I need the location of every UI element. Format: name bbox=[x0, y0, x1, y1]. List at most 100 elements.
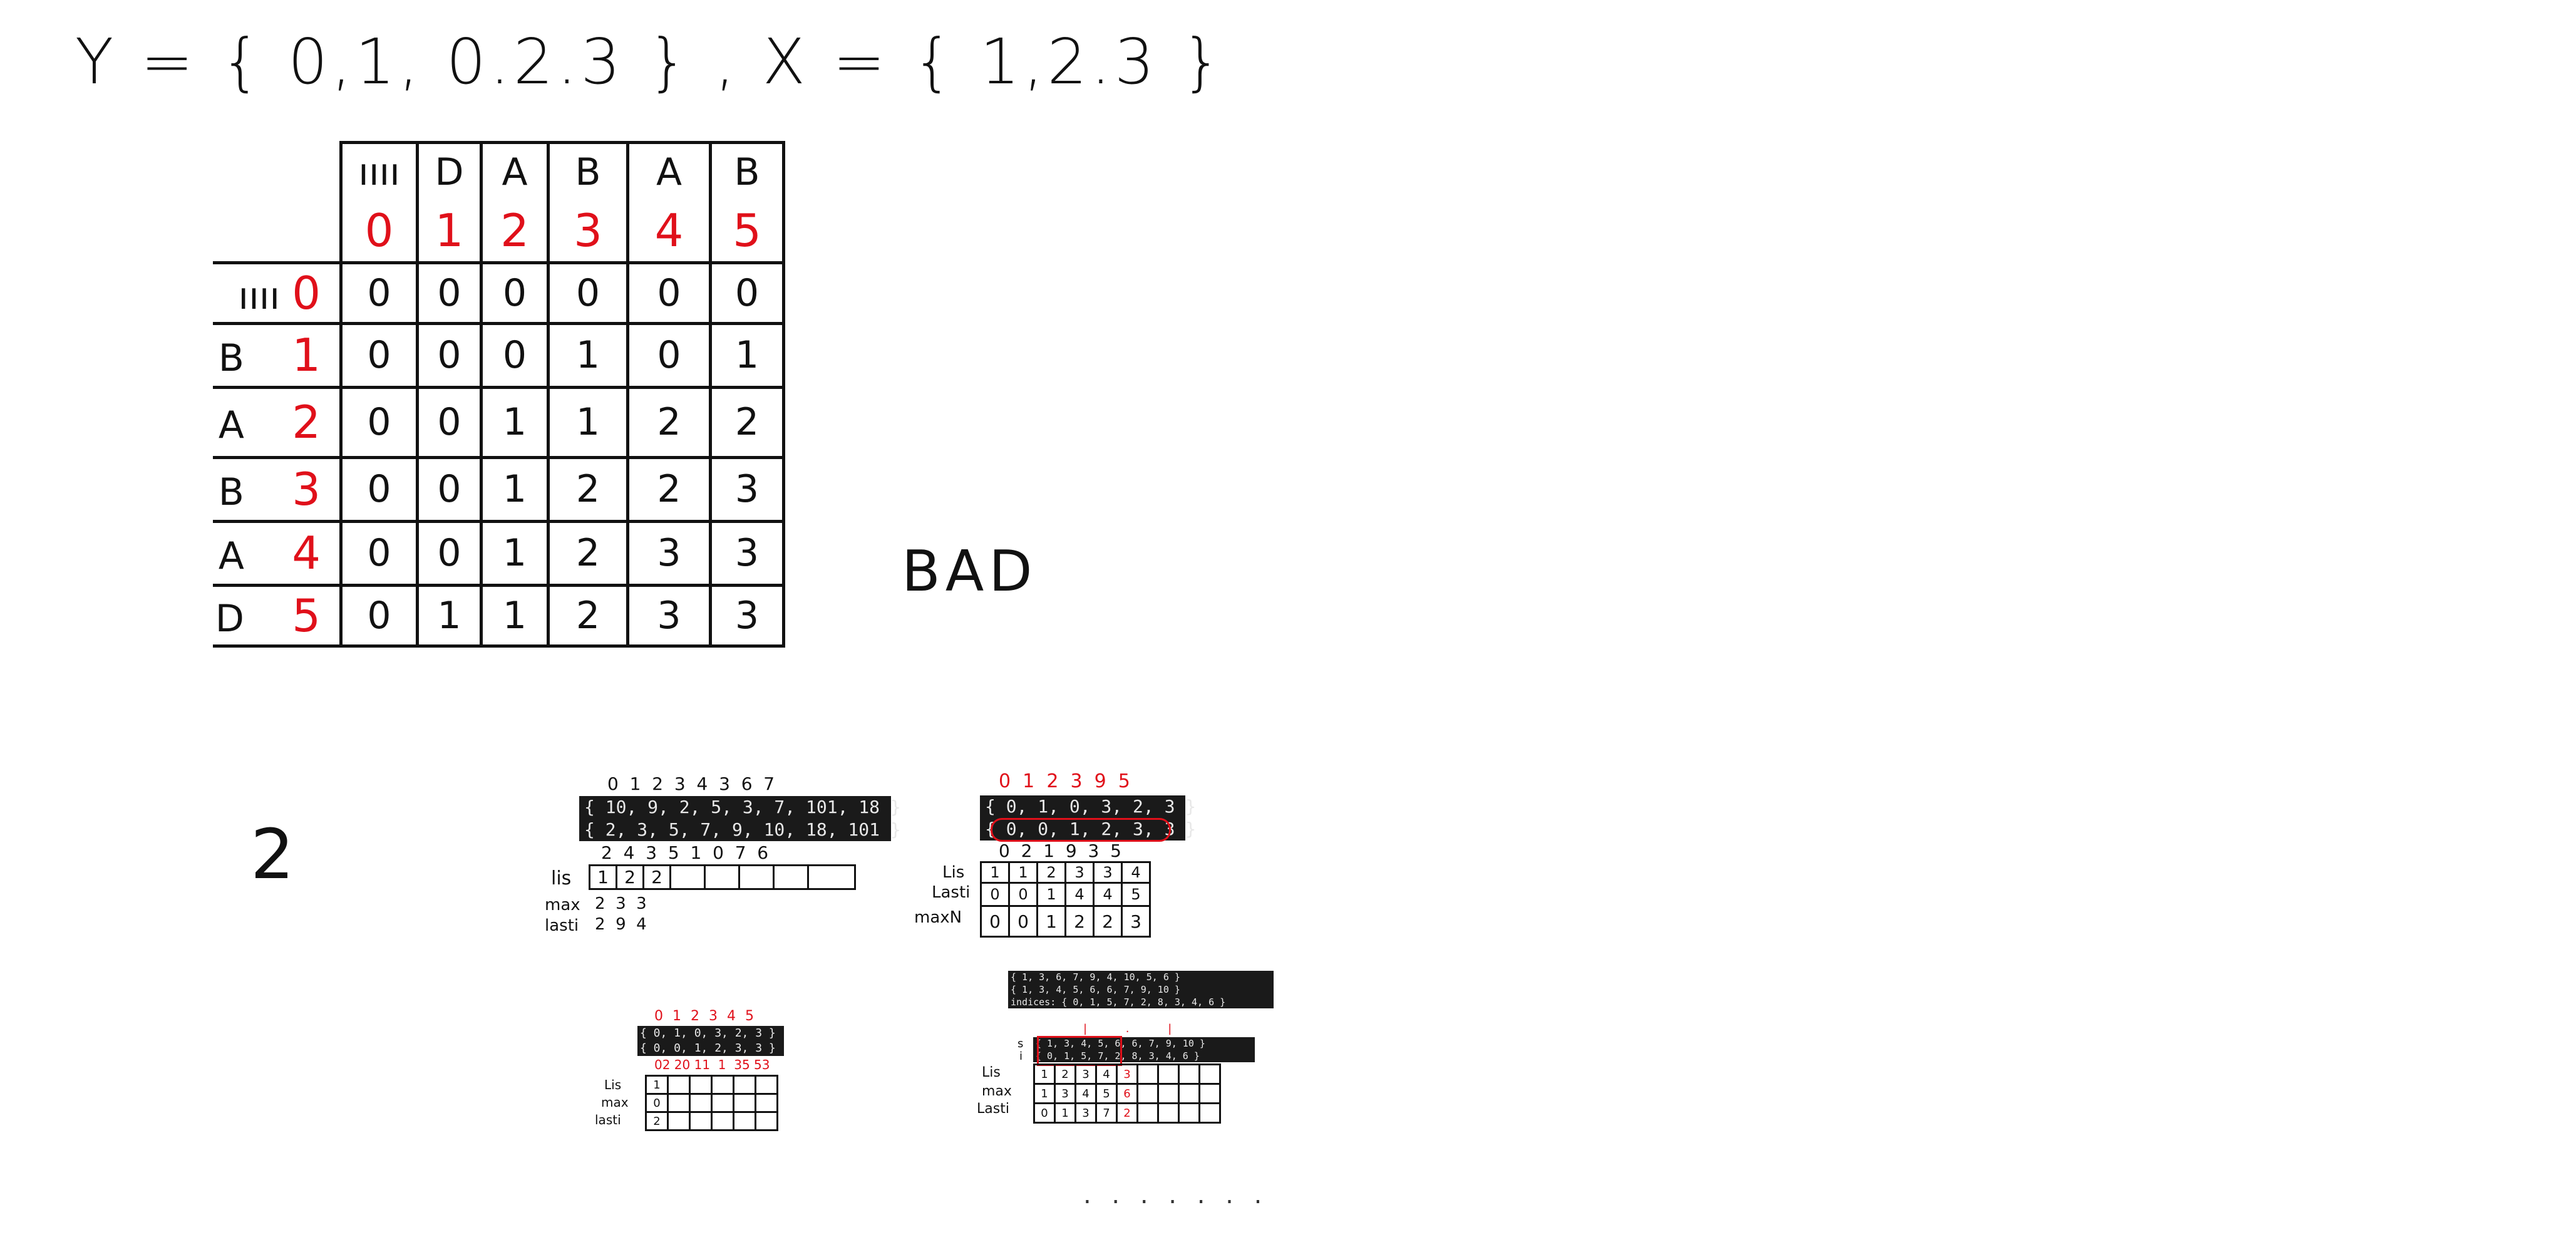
lis-grid: 1 0 2 bbox=[645, 1075, 778, 1131]
table-row: 1 3 4 5 6 bbox=[1033, 1083, 1221, 1104]
table-cell: 3 bbox=[709, 519, 785, 587]
table-cell: 2 bbox=[547, 519, 629, 587]
table-cell: 4 bbox=[1121, 861, 1151, 884]
table-cell bbox=[689, 1093, 713, 1113]
row-header: D 5 bbox=[213, 583, 343, 648]
table-cell: 0 bbox=[339, 583, 419, 648]
table-cell: 3 bbox=[626, 519, 712, 587]
table-cell: 0 bbox=[480, 321, 550, 389]
table-cell: 3 bbox=[1093, 861, 1123, 884]
code-line: indices: { 0, 1, 5, 7, 2, 8, 3, 4, 6 } bbox=[1008, 996, 1274, 1008]
table-cell: 1 bbox=[1054, 1102, 1076, 1124]
table-cell: 3 bbox=[1121, 905, 1151, 938]
max-label: max bbox=[601, 1095, 629, 1110]
table-cell bbox=[733, 1093, 756, 1113]
table-cell: 1 bbox=[547, 385, 629, 459]
row-index: 4 bbox=[292, 527, 321, 579]
lis-panel-3: 0 1 2 3 4 5 { 0, 1, 0, 3, 2, 3 } { 0, 0,… bbox=[595, 1008, 795, 1134]
table-cell bbox=[689, 1075, 713, 1095]
col-letter: ıııı bbox=[339, 141, 419, 200]
side-number: 2 bbox=[250, 814, 294, 894]
table-cell: 1 bbox=[1033, 1063, 1056, 1085]
row-letter: B bbox=[218, 336, 244, 380]
table-cell: 0 bbox=[339, 261, 419, 325]
row-header: ıııı 0 bbox=[213, 261, 343, 325]
table-cell bbox=[1198, 1102, 1221, 1124]
lcs-dp-table: ıııı D A B A B 0 1 2 3 4 5 ıııı 0 0 0 0 … bbox=[213, 141, 785, 648]
table-row: 1 2 3 4 3 bbox=[1033, 1063, 1221, 1085]
row-index: 0 bbox=[292, 266, 321, 319]
table-cell bbox=[669, 864, 706, 890]
lis-grid: 1 2 3 4 3 1 3 4 5 6 0 1 3 7 2 bbox=[1033, 1063, 1221, 1124]
table-row: D 5 0 1 1 2 3 3 bbox=[213, 583, 785, 648]
table-row: B 3 0 0 1 2 2 3 bbox=[213, 455, 785, 523]
table-cell: 2 bbox=[645, 1111, 669, 1131]
row-letter: A bbox=[218, 534, 244, 578]
lis-panel-2: 0 1 2 3 9 5 { 0, 1, 0, 3, 2, 3 } { 0, 0,… bbox=[914, 770, 1208, 946]
table-cell: 2 bbox=[547, 455, 629, 523]
table-cell: 0 bbox=[645, 1093, 669, 1113]
table-cell bbox=[1157, 1102, 1180, 1124]
lasti-label: Lasti bbox=[932, 883, 971, 902]
table-row: 0 bbox=[645, 1093, 778, 1113]
lcs-result-text: BAD bbox=[902, 539, 1038, 604]
table-cell: 3 bbox=[709, 455, 785, 523]
table-cell: 5 bbox=[1121, 882, 1151, 907]
row-letter: A bbox=[218, 403, 244, 447]
row-i-label: i bbox=[1019, 1050, 1023, 1063]
code-line: { 0, 1, 0, 3, 2, 3 } bbox=[980, 795, 1196, 818]
code-line: { 0, 0, 1, 2, 3, 3 } bbox=[980, 818, 1196, 841]
lis-panel-4: { 1, 3, 6, 7, 9, 4, 10, 5, 6 } { 1, 3, 4… bbox=[958, 971, 1290, 1134]
bottom-indices: 2 4 3 5 1 0 7 6 bbox=[601, 842, 769, 863]
table-cell: 0 bbox=[339, 519, 419, 587]
table-cell bbox=[1136, 1063, 1159, 1085]
lis-label: Lis bbox=[982, 1065, 1001, 1080]
table-cell bbox=[738, 864, 775, 890]
table-cell: 0 bbox=[980, 905, 1010, 938]
code-line: { 1, 3, 4, 5, 6, 6, 7, 9, 10 } bbox=[1008, 983, 1274, 996]
lasti-label: lasti bbox=[595, 1112, 621, 1127]
table-row: A 4 0 0 1 2 3 3 bbox=[213, 519, 785, 587]
table-cell bbox=[711, 1111, 734, 1131]
table-cell bbox=[1157, 1083, 1180, 1104]
row-s-label: s bbox=[1018, 1037, 1024, 1050]
row-header: A 4 bbox=[213, 519, 343, 587]
lasti-label: Lasti bbox=[977, 1101, 1009, 1117]
table-cell: 0 bbox=[416, 385, 483, 459]
max-label: max bbox=[982, 1084, 1012, 1099]
table-cell: 0 bbox=[416, 261, 483, 325]
table-cell: 0 bbox=[480, 261, 550, 325]
lis-array: 1 2 2 bbox=[589, 864, 856, 890]
table-cell: 2 bbox=[1116, 1102, 1138, 1124]
table-cell: 1 bbox=[709, 321, 785, 389]
table-cell: 3 bbox=[626, 583, 712, 648]
table-cell: 4 bbox=[1093, 882, 1123, 907]
row-letter: B bbox=[218, 470, 244, 514]
table-cell bbox=[807, 864, 856, 890]
sets-equation: Y = { 0,1, 0.2.3 } , X = { 1,2.3 } bbox=[75, 25, 1225, 98]
table-cell: 3 bbox=[709, 583, 785, 648]
table-cell: 1 bbox=[1033, 1083, 1056, 1104]
row-index: 5 bbox=[292, 589, 321, 642]
table-cell bbox=[689, 1111, 713, 1131]
col-letter: A bbox=[626, 141, 712, 200]
tick-marks: | . | bbox=[1083, 1022, 1190, 1035]
row-letter: ıııı bbox=[238, 274, 281, 318]
col-letter: A bbox=[480, 141, 550, 200]
table-cell: 0 bbox=[416, 321, 483, 389]
table-cell: 3 bbox=[1074, 1063, 1097, 1085]
table-cell: 0 bbox=[626, 321, 712, 389]
lasti-label: lasti bbox=[545, 916, 579, 935]
table-cell bbox=[755, 1093, 778, 1113]
table-cell: 4 bbox=[1064, 882, 1095, 907]
table-cell bbox=[667, 1093, 691, 1113]
table-cell bbox=[667, 1075, 691, 1095]
code-line: { 0, 0, 1, 2, 3, 3 } bbox=[637, 1041, 784, 1056]
table-row: 0 0 1 2 2 3 bbox=[980, 905, 1151, 938]
table-cell: 2 bbox=[1093, 905, 1123, 938]
table-cell: 1 bbox=[480, 519, 550, 587]
table-cell: 0 bbox=[626, 261, 712, 325]
max-values: 2 3 3 bbox=[595, 894, 647, 913]
col-index: 2 bbox=[480, 200, 550, 264]
table-row: 1 bbox=[645, 1075, 778, 1095]
